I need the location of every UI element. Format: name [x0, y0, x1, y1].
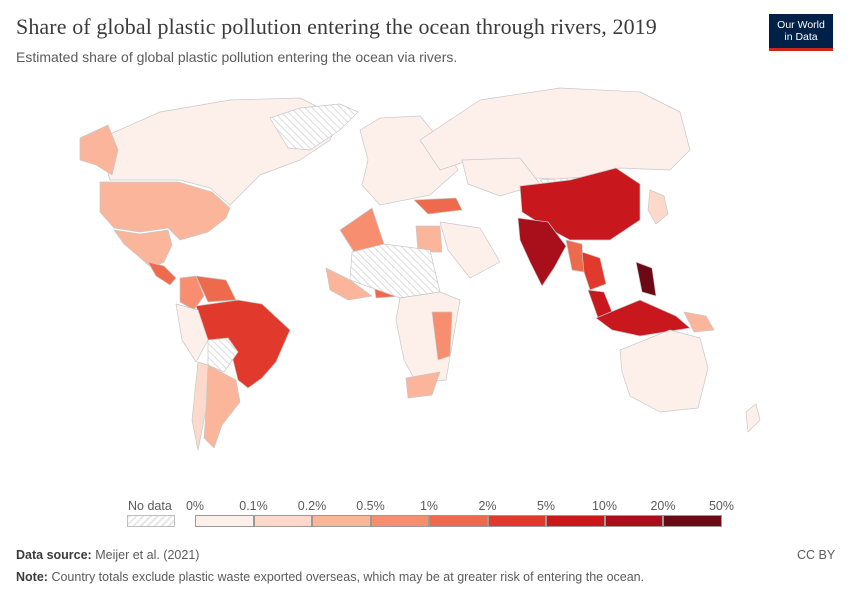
- note-label: Note:: [16, 570, 48, 584]
- legend-tick: 0.1%: [239, 499, 268, 513]
- region-united-states[interactable]: United States: [99, 181, 231, 241]
- region-west-africa[interactable]: West Africa: [325, 267, 373, 301]
- chart-title: Share of global plastic pollution enteri…: [16, 14, 657, 39]
- legend-bin[interactable]: [370, 515, 429, 527]
- legend-no-data-label: No data: [128, 499, 172, 513]
- chart-subtitle: Estimated share of global plastic pollut…: [16, 49, 458, 65]
- logo-line-2: in Data: [784, 31, 818, 43]
- region-turkey[interactable]: Turkey: [413, 197, 463, 215]
- legend-bin[interactable]: [195, 515, 254, 527]
- logo-line-1: Our World: [777, 19, 825, 31]
- region-chile[interactable]: Chile: [191, 361, 209, 451]
- region-thailand[interactable]: Thailand: [581, 251, 607, 291]
- owid-logo[interactable]: Our World in Data: [769, 14, 833, 51]
- region-colombia[interactable]: Colombia: [179, 275, 205, 311]
- region-greenland[interactable]: Greenland: [269, 103, 359, 151]
- region-mexico[interactable]: Mexico: [113, 229, 173, 269]
- legend-bin[interactable]: [546, 515, 605, 527]
- region-alaska[interactable]: Alaska: [79, 124, 119, 176]
- legend-bin[interactable]: [312, 515, 371, 527]
- region-arabia[interactable]: Arabia: [439, 221, 501, 279]
- legend-bin[interactable]: [429, 515, 488, 527]
- legend-bin[interactable]: [604, 515, 663, 527]
- region-australia[interactable]: Australia: [619, 329, 709, 413]
- region-india[interactable]: India: [517, 217, 567, 287]
- world-map[interactable]: CanadaAlaskaGreenlandUnited StatesMexico…: [0, 80, 850, 490]
- legend-tick: 2%: [478, 499, 497, 513]
- region-russia[interactable]: Russia: [419, 87, 691, 181]
- legend-no-data-swatch: [127, 515, 175, 527]
- legend-tick: 5%: [536, 499, 556, 513]
- legend-bin[interactable]: [487, 515, 546, 527]
- region-papua-new-guinea[interactable]: Papua New Guinea: [683, 311, 715, 333]
- license[interactable]: CC BY: [797, 548, 836, 562]
- legend-bin[interactable]: [253, 515, 312, 527]
- legend-tick: 50%: [708, 499, 735, 513]
- legend-tick: 0.2%: [297, 499, 327, 513]
- region-philippines[interactable]: Philippines: [635, 261, 657, 297]
- legend-tick: 10%: [591, 499, 618, 513]
- region-tanzania-mozambique[interactable]: Tanzania/Mozambique: [431, 311, 453, 361]
- legend-bin[interactable]: [663, 515, 722, 527]
- region-bolivia[interactable]: Bolivia: [207, 337, 239, 373]
- data-source-text[interactable]: Meijer et al. (2021): [95, 548, 200, 562]
- region-myanmar[interactable]: Myanmar: [565, 239, 585, 273]
- legend-tick: 0%: [185, 499, 205, 513]
- region-china[interactable]: China: [519, 167, 641, 241]
- region-japan[interactable]: Japan: [647, 189, 669, 225]
- region-indonesia[interactable]: Indonesia: [595, 299, 691, 337]
- data-source-label: Data source:: [16, 548, 92, 562]
- legend-tick: 20%: [650, 499, 676, 513]
- note-text: Country totals exclude plastic waste exp…: [51, 570, 645, 584]
- region-central-america[interactable]: Central America: [147, 261, 177, 286]
- data-source: Data source: Meijer et al. (2021): [16, 548, 199, 562]
- region-argentina[interactable]: Argentina: [203, 364, 241, 449]
- chart-note: Note: Country totals exclude plastic was…: [16, 570, 644, 584]
- legend-tick: 0.5%: [356, 499, 385, 513]
- region-south-africa[interactable]: South Africa: [405, 371, 441, 399]
- legend-tick: 1%: [419, 499, 439, 513]
- region-new-zealand[interactable]: New Zealand: [745, 403, 761, 433]
- region-egypt[interactable]: Egypt: [415, 225, 443, 253]
- region-peru[interactable]: Peru: [175, 303, 209, 363]
